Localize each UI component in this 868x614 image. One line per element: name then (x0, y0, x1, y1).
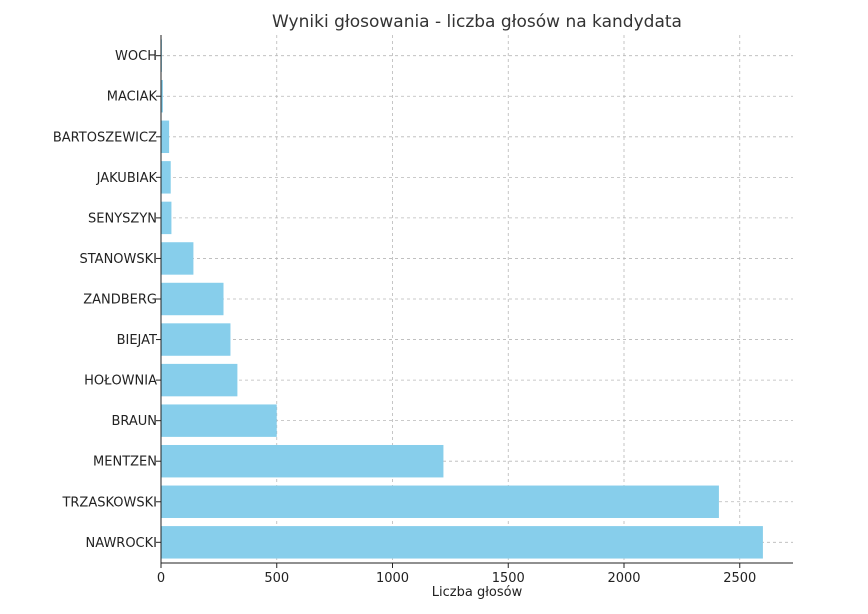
category-label: BARTOSZEWICZ (53, 130, 157, 145)
category-label: HOŁOWNIA (84, 374, 157, 389)
x-tick-label: 2500 (723, 571, 756, 586)
category-label: WOCH (115, 49, 157, 64)
bar-trzaskowski (161, 485, 719, 518)
chart-title: Wyniki głosowania - liczba głosów na kan… (272, 12, 682, 32)
category-label: TRZASKOWSKI (61, 495, 157, 510)
category-label: NAWROCKI (86, 536, 157, 551)
x-axis-label: Liczba głosów (432, 585, 523, 600)
category-label: ZANDBERG (83, 293, 157, 308)
bar-jakubiak (161, 161, 171, 194)
bars (161, 39, 763, 559)
category-label: MACIAK (107, 90, 158, 105)
x-tick-labels: 0 500 1000 1500 2000 2500 (157, 563, 756, 586)
bar-zandberg (161, 282, 224, 316)
category-labels: NAWROCKI TRZASKOWSKI MENTZEN BRAUN HOŁOWNIA B… (53, 49, 161, 551)
category-label: BRAUN (111, 414, 157, 429)
category-label: JAKUBIAK (96, 171, 158, 186)
x-tick-label: 500 (264, 571, 289, 586)
x-tick-label: 1500 (492, 571, 525, 586)
bar-biejat (161, 323, 231, 356)
bar-nawrocki (161, 526, 763, 559)
category-label: BIEJAT (117, 333, 157, 348)
x-tick-label: 0 (157, 571, 165, 586)
bar-bartoszewicz (161, 120, 170, 154)
grid-lines (160, 35, 793, 563)
bar-maciak (161, 80, 163, 113)
category-label: MENTZEN (93, 455, 157, 470)
category-label: SENYSZYN (88, 211, 157, 226)
bar-mentzen (161, 444, 444, 478)
x-tick-label: 1000 (376, 571, 409, 586)
bar-stanowski (161, 242, 194, 275)
category-label: STANOWSKI (80, 252, 158, 267)
bar-braun (161, 404, 277, 437)
x-tick-label: 2000 (607, 571, 640, 586)
bar-senyszyn (161, 201, 172, 235)
bar-hołownia (161, 363, 238, 397)
